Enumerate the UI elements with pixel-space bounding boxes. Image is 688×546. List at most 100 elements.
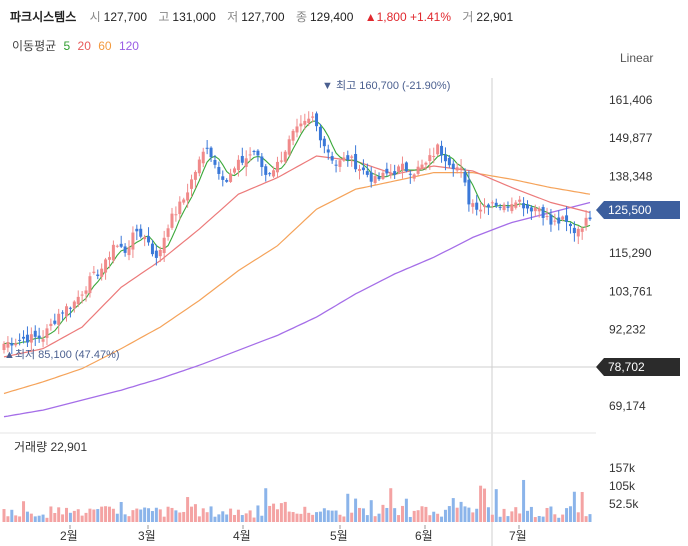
- volume-bar: [451, 498, 455, 522]
- volume-bar: [447, 506, 451, 522]
- candle-body: [193, 171, 197, 180]
- scale-toggle-button[interactable]: Linear: [620, 51, 654, 65]
- month-label: 5월: [330, 529, 348, 543]
- candle-body: [471, 203, 475, 207]
- candle-body: [350, 156, 354, 158]
- candle-body: [295, 126, 299, 133]
- volume-bar: [580, 491, 584, 522]
- volume-bar: [256, 505, 260, 522]
- volume-bar: [502, 508, 506, 522]
- candle-body: [346, 155, 350, 161]
- candle-body: [119, 243, 123, 247]
- up-arrow-icon: ▲: [364, 10, 377, 24]
- candle-body: [217, 166, 221, 174]
- current-price-tag-text: 125,500: [608, 203, 652, 217]
- volume-bar: [455, 507, 459, 522]
- volume-bar: [338, 514, 342, 522]
- volume-bar: [88, 508, 92, 522]
- candle-body: [377, 176, 381, 180]
- candle-body: [311, 116, 315, 118]
- volume-bar: [162, 516, 166, 522]
- candle-body: [131, 232, 135, 250]
- volume-bar: [72, 510, 76, 522]
- price-tick-label: 138,348: [609, 169, 653, 183]
- volume-bar: [127, 516, 131, 522]
- candle-body: [14, 343, 18, 346]
- ma-20-label: 20: [77, 39, 91, 53]
- volume-bar: [92, 509, 96, 522]
- candle-body: [268, 173, 272, 175]
- volume-bar: [393, 508, 397, 522]
- volume-bar: [361, 508, 365, 522]
- high-value: 131,000: [172, 10, 216, 24]
- candle-body: [447, 157, 451, 166]
- volume-bar: [213, 516, 217, 522]
- volume-bar: [119, 501, 123, 522]
- price-tick-label: 149,877: [609, 131, 653, 145]
- candle-body: [209, 147, 213, 158]
- candle-body: [553, 220, 557, 222]
- crosshair-price-tag: [596, 358, 680, 376]
- candle-body: [541, 207, 545, 218]
- candle-body: [111, 244, 115, 261]
- candle-body: [127, 247, 131, 256]
- volume-bar: [100, 506, 104, 522]
- volume-bar: [205, 512, 209, 522]
- candle-body: [123, 246, 127, 253]
- ma-5-line: [3, 120, 591, 345]
- ma20-path: [3, 155, 591, 358]
- candle-body: [416, 166, 420, 174]
- candle-body: [545, 216, 549, 218]
- month-label: 2월: [60, 529, 78, 543]
- candle-body: [565, 215, 569, 222]
- volume-bar: [299, 513, 303, 522]
- candle-body: [502, 204, 506, 211]
- volume-bar: [412, 510, 416, 522]
- volume-bar: [467, 507, 471, 522]
- candle-body: [6, 342, 10, 348]
- candle-body: [256, 150, 260, 156]
- volume-bar: [483, 488, 487, 522]
- candle-body: [514, 202, 518, 208]
- volume-bar: [436, 513, 440, 522]
- candle-body: [568, 223, 572, 227]
- candle-body: [365, 171, 369, 175]
- volume-bar: [264, 488, 268, 522]
- volume-bar: [178, 512, 182, 522]
- candle-body: [154, 250, 158, 258]
- month-axis: 2월 3월 4월 5월 6월 7월: [60, 525, 527, 543]
- candle-body: [522, 203, 526, 209]
- volume-bar: [365, 515, 369, 522]
- candle-body: [25, 334, 29, 343]
- crosshair-price-tag-text: 78,702: [608, 360, 645, 374]
- ma-5-label: 5: [63, 39, 71, 53]
- volume-bar: [315, 512, 319, 522]
- candle-body: [68, 307, 72, 309]
- volume-bar: [123, 514, 127, 522]
- candle-body: [354, 153, 358, 170]
- candle-body: [49, 323, 53, 327]
- candle-body: [174, 214, 178, 216]
- candle-body: [275, 161, 279, 173]
- volume-bar: [510, 511, 514, 522]
- candle-body: [244, 158, 248, 167]
- candle-body: [381, 172, 385, 180]
- volume-bar: [358, 507, 362, 522]
- volume-bar: [57, 507, 61, 522]
- candle-body: [498, 206, 502, 208]
- candle-body: [420, 164, 424, 169]
- candle-body: [205, 147, 209, 149]
- candle-body: [213, 159, 217, 165]
- candle-body: [283, 151, 287, 162]
- candle-body: [29, 334, 33, 343]
- moving-average-legend[interactable]: 이동평균 5 20 60 120: [12, 37, 143, 54]
- volume-bar: [541, 516, 545, 522]
- candle-body: [96, 274, 100, 277]
- candle-body: [37, 335, 41, 339]
- volume-bar: [498, 516, 502, 522]
- candle-body: [424, 162, 428, 165]
- candle-body: [236, 159, 240, 171]
- volume-bar: [201, 508, 205, 522]
- candle-body: [65, 306, 69, 317]
